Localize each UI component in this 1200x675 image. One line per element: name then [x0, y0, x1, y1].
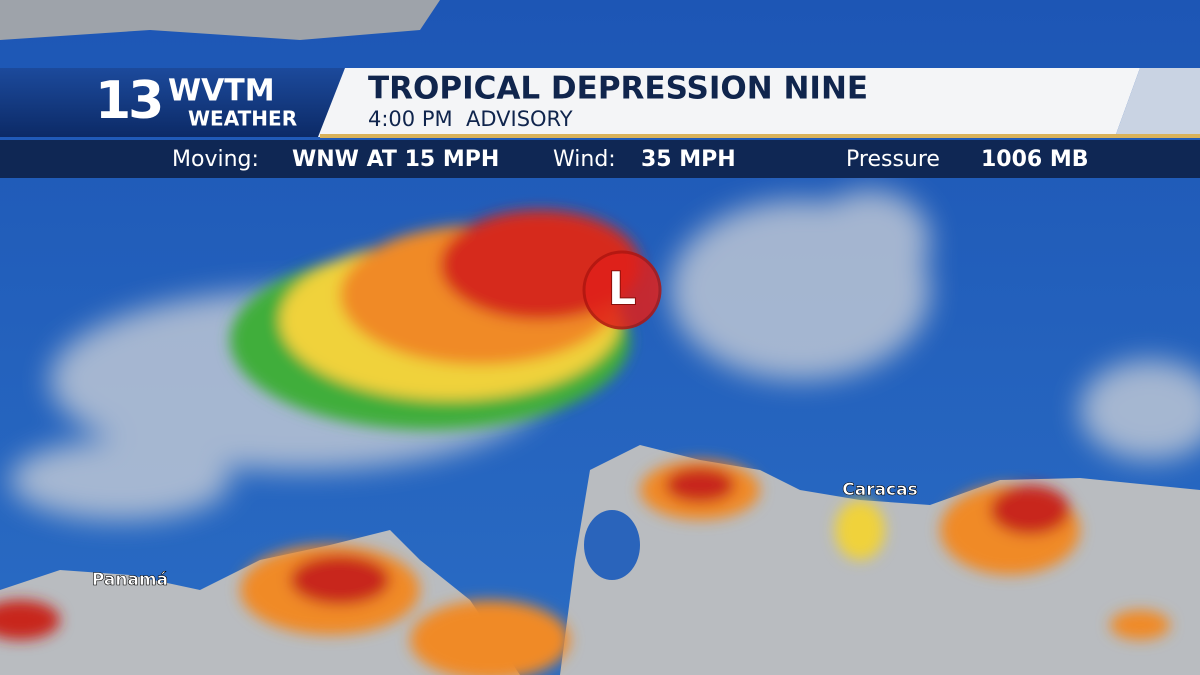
logo-number: 13: [95, 71, 161, 131]
logo-call-sign: WVTM: [168, 74, 275, 109]
moving-value: WNW AT 15 MPH: [292, 147, 499, 172]
header-subtitle: 4:00 PM ADVISORY: [368, 107, 573, 131]
header-title: TROPICAL DEPRESSION NINE: [368, 71, 868, 107]
pressure-label: Pressure: [846, 147, 940, 172]
moving-label: Moving:: [172, 147, 259, 172]
header-banner: [0, 68, 1200, 178]
pressure-value: 1006 MB: [981, 147, 1089, 172]
storm-letter: L: [607, 262, 636, 316]
wind-label: Wind:: [553, 147, 616, 172]
storm-marker: L: [582, 250, 662, 330]
logo-brand: WEATHER: [188, 107, 297, 131]
place-label: Panamá: [92, 570, 168, 590]
place-label: Caracas: [842, 480, 917, 500]
wind-value: 35 MPH: [641, 147, 736, 172]
radar-echoes: [0, 210, 1170, 675]
